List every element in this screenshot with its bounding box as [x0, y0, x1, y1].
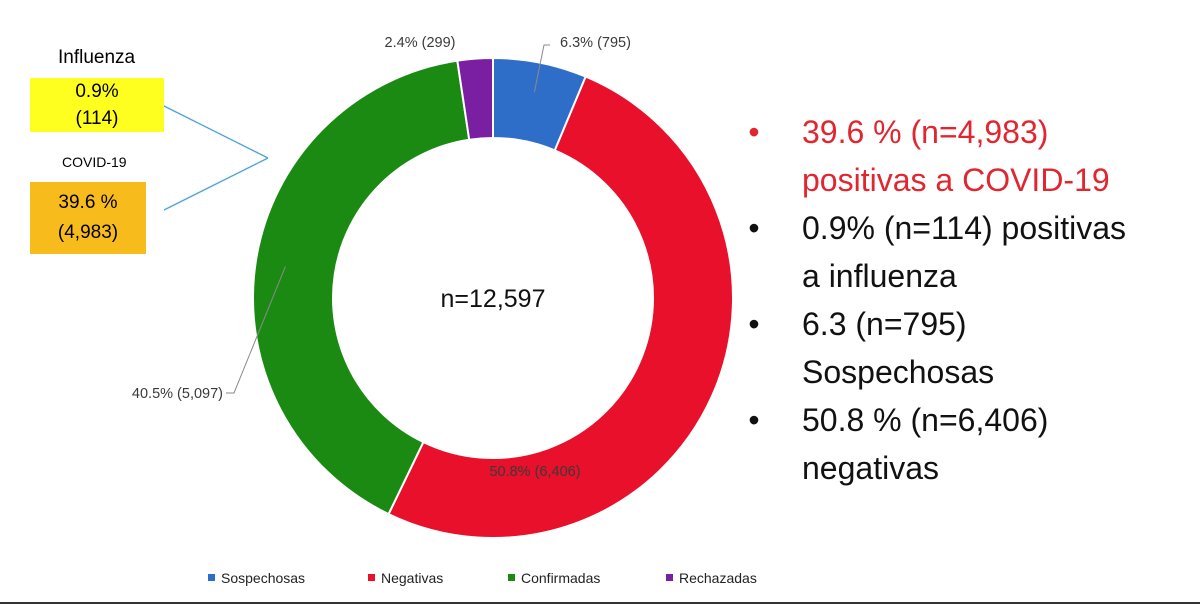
- bullet-line: negativas: [802, 450, 939, 486]
- bullet-suspected: • 6.3 (n=795) Sospechosas: [744, 300, 1194, 396]
- bullet-dot: •: [748, 210, 760, 246]
- slice-label-rechazadas: 2.4% (299): [385, 35, 456, 51]
- bottom-rule: [0, 602, 1200, 604]
- legend-item-rechazadas: Rechazadas: [666, 570, 757, 586]
- leader-line-sospechosas: [533, 44, 550, 93]
- bullet-dot: •: [748, 402, 760, 438]
- legend-label: Confirmadas: [521, 570, 601, 586]
- bullet-line: 0.9% (n=114) positivas: [802, 210, 1127, 246]
- legend-item-confirmadas: Confirmadas: [508, 570, 600, 586]
- covid-callout-line: [163, 157, 269, 211]
- covid-callout-title: COVID-19: [62, 154, 127, 170]
- legend-item-negativas: Negativas: [368, 570, 443, 586]
- slice-label-negativas: 50.8% (6,406): [489, 464, 580, 480]
- legend-label: Sospechosas: [221, 570, 306, 586]
- influenza-callout-count: (114): [75, 108, 119, 129]
- bullet-dot: •: [748, 306, 760, 342]
- covid-callout-count: (4,983): [57, 222, 119, 243]
- influenza-callout-percent: 0.9%: [75, 81, 119, 102]
- bullet-line: 6.3 (n=795): [802, 306, 967, 342]
- legend-swatch: [208, 574, 215, 581]
- leader-line-confirmadas: [226, 266, 286, 394]
- legend-item-sospechosas: Sospechosas: [208, 570, 305, 586]
- influenza-callout-title: Influenza: [58, 47, 136, 68]
- bullet-covid-positive: • 39.6 % (n=4,983) positivas a COVID-19: [744, 108, 1194, 204]
- legend-swatch: [508, 574, 515, 581]
- legend-label: Rechazadas: [679, 570, 757, 586]
- bullet-line: 50.8 % (n=6,406): [802, 402, 1049, 438]
- donut-slice-rechazadas: [456, 56, 494, 141]
- bullet-negative: • 50.8 % (n=6,406) negativas: [744, 396, 1194, 492]
- donut-slices: [252, 56, 734, 539]
- bullet-line: positivas a COVID-19: [802, 162, 1110, 198]
- covid-callout-percent: 39.6 %: [58, 192, 118, 213]
- bullet-line: 39.6 % (n=4,983): [802, 114, 1049, 150]
- bullet-influenza-positive: • 0.9% (n=114) positivas a influenza: [744, 204, 1194, 300]
- covid-callout-box: 39.6 % (4,983): [30, 182, 146, 254]
- legend-label: Negativas: [381, 570, 444, 586]
- donut-slice-confirmadas: [252, 59, 471, 516]
- summary-bullet-list: • 39.6 % (n=4,983) positivas a COVID-19 …: [744, 108, 1194, 492]
- legend-swatch: [666, 574, 673, 581]
- donut-slice-negativas: [387, 75, 734, 539]
- center-total-label: n=12,597: [441, 285, 546, 313]
- influenza-callout-box: 0.9% (114): [30, 78, 164, 132]
- bullet-line: Sospechosas: [802, 354, 995, 390]
- influenza-callout-line: [163, 105, 269, 159]
- slice-label-confirmadas: 40.5% (5,097): [132, 386, 223, 402]
- slice-labels: 6.3% (795) 50.8% (6,406) 40.5% (5,097) 2.4%…: [132, 35, 631, 480]
- slice-label-sospechosas: 6.3% (795): [560, 35, 631, 51]
- legend-swatch: [368, 574, 375, 581]
- chart-legend: Sospechosas Negativas Confirmadas Rechaz…: [0, 570, 1200, 592]
- bullet-dot: •: [748, 114, 760, 150]
- bullet-line: a influenza: [802, 258, 957, 294]
- leader-lines: [226, 44, 550, 394]
